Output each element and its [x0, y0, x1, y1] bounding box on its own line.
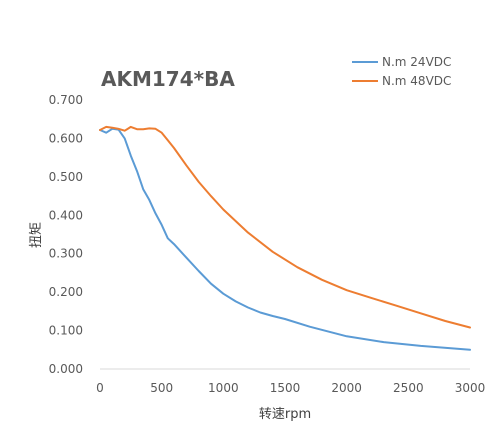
x-tick-label: 2000 — [331, 381, 362, 395]
y-tick-label: 0.400 — [49, 208, 83, 222]
y-axis-ticks: 0.000 0.100 0.200 0.300 0.400 0.500 0.600 0.700 — [49, 93, 83, 376]
x-tick-label: 1000 — [208, 381, 239, 395]
legend: N.m 24VDC N.m 48VDC — [352, 55, 451, 88]
y-tick-label: 0.300 — [49, 247, 83, 261]
series-line-2 — [99, 125, 471, 329]
x-tick-label: 2500 — [393, 381, 424, 395]
x-tick-label: 0 — [96, 381, 104, 395]
x-tick-label: 1500 — [270, 381, 301, 395]
x-axis-ticks: 0 500 1000 1500 2000 2500 3000 — [96, 381, 485, 395]
series-line-1 — [99, 127, 471, 351]
y-tick-label: 0.200 — [49, 285, 83, 299]
y-tick-label: 0.000 — [49, 362, 83, 376]
x-tick-label: 3000 — [455, 381, 486, 395]
y-tick-label: 0.100 — [49, 324, 83, 338]
y-tick-label: 0.600 — [49, 131, 83, 145]
chart-title: AKM174*BA — [101, 67, 235, 91]
x-tick-label: 500 — [150, 381, 173, 395]
legend-label: N.m 48VDC — [382, 74, 451, 88]
y-tick-label: 0.700 — [49, 93, 83, 107]
legend-label: N.m 24VDC — [382, 55, 451, 69]
y-tick-label: 0.500 — [49, 170, 83, 184]
x-axis-title: 转速rpm — [259, 407, 311, 422]
y-axis-title: 扭矩 — [29, 222, 44, 248]
series-lines — [99, 125, 471, 351]
